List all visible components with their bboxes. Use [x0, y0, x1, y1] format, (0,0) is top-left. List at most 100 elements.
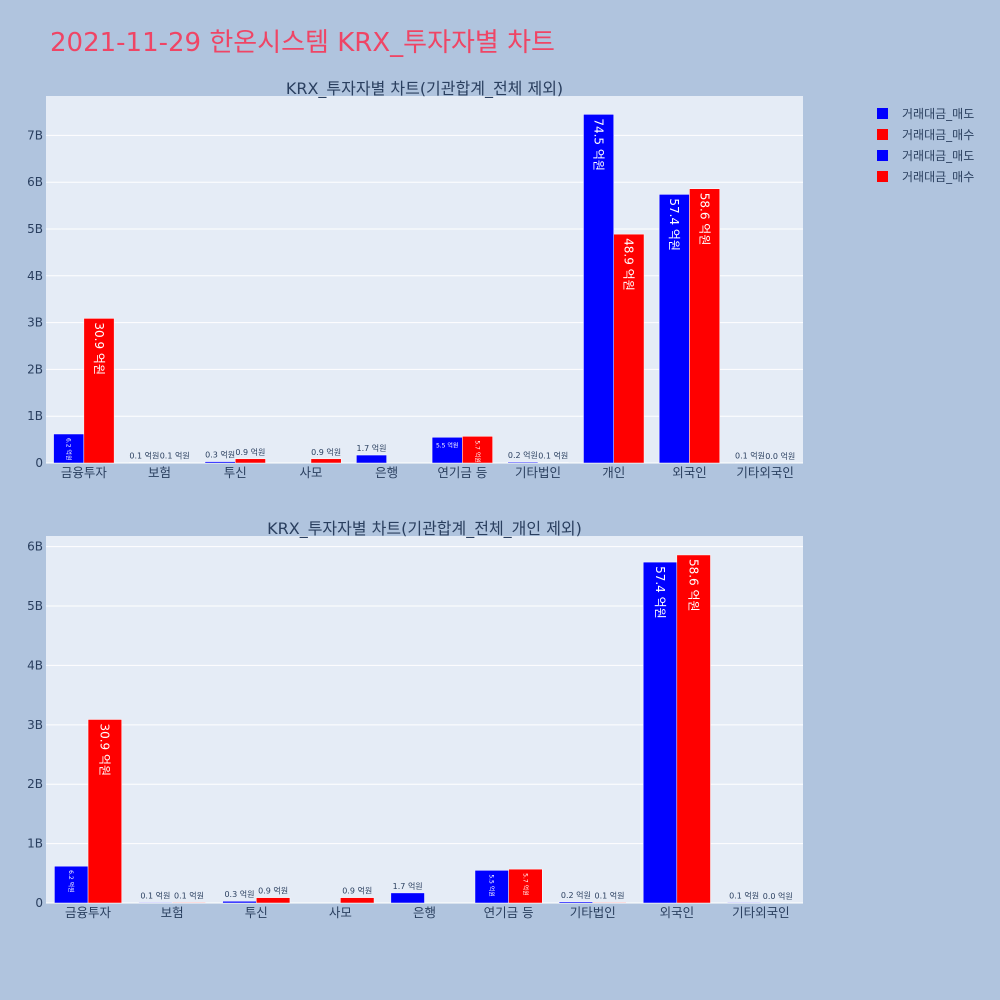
legend-item[interactable]: 거래대금_매도 [877, 149, 974, 163]
data-label: 1.7 억원 [393, 881, 423, 891]
y-tick-label: 3B [27, 316, 43, 330]
bar[interactable] [462, 436, 493, 464]
x-tick-label: 기타외국인 [732, 905, 790, 920]
x-tick-label: 투신 [224, 465, 247, 480]
y-tick-label: 1B [27, 837, 43, 851]
legend-item[interactable]: 거래대금_매수 [877, 170, 974, 184]
x-tick-label: 연기금 등 [437, 465, 487, 480]
bar[interactable] [390, 892, 425, 904]
x-tick-label: 보험 [148, 465, 171, 480]
data-label: 1.7 억원 [357, 443, 387, 453]
data-label: 5.5 억원 [436, 441, 459, 449]
bar[interactable] [642, 561, 678, 904]
x-tick-label: 사모 [299, 465, 322, 480]
bar[interactable] [592, 902, 627, 904]
bar[interactable] [235, 458, 266, 464]
data-label: 0.0 억원 [763, 891, 793, 901]
bar[interactable] [87, 719, 122, 904]
data-label: 0.9 억원 [235, 447, 265, 457]
bar[interactable] [507, 461, 539, 464]
y-tick-label: 2B [27, 362, 43, 376]
x-tick-label: 기타외국인 [736, 465, 794, 480]
bar[interactable] [54, 865, 89, 904]
data-label: 0.1 억원 [729, 890, 759, 900]
x-tick-label: 은행 [375, 465, 398, 480]
data-label: 57.4 억원 [653, 566, 667, 619]
y-tick-label: 4B [27, 269, 43, 283]
data-label: 5.7 억원 [521, 873, 529, 896]
x-tick-label: 금융투자 [61, 465, 108, 480]
data-label: 0.1 억원 [140, 890, 170, 900]
legend-item[interactable]: 거래대금_매수 [877, 128, 974, 142]
legend-item[interactable]: 거래대금_매도 [877, 107, 974, 121]
bar[interactable] [676, 554, 711, 904]
bar[interactable] [474, 870, 509, 904]
x-tick-label: 기타법인 [570, 905, 616, 920]
bar[interactable] [727, 902, 762, 904]
bar[interactable] [256, 897, 291, 904]
bar[interactable] [204, 461, 236, 464]
legend-label: 거래대금_매도 [902, 107, 974, 121]
legend-swatch [877, 171, 888, 182]
data-label: 0.1 억원 [735, 451, 765, 461]
data-label: 0.2 억원 [561, 890, 591, 900]
x-tick-label: 외국인 [660, 905, 695, 920]
bar[interactable] [658, 194, 690, 464]
legend-swatch [877, 150, 888, 161]
data-label: 58.6 억원 [686, 559, 700, 612]
data-label: 0.1 억원 [595, 890, 625, 900]
bar[interactable] [613, 233, 645, 464]
legend-label: 거래대금_매도 [902, 149, 974, 163]
data-label: 0.9 억원 [258, 886, 288, 896]
bar[interactable] [431, 437, 463, 464]
y-tick-label: 6B [27, 175, 43, 189]
x-tick-label: 연기금 등 [484, 905, 534, 920]
data-label: 30.9 억원 [98, 723, 112, 776]
page-title: 2021-11-29 한온시스템 KRX_투자자별 차트 [50, 28, 555, 58]
data-label: 0.3 억원 [205, 450, 235, 460]
chart-title: KRX_투자자별 차트(기관합계_전체_개인 제외) [267, 519, 582, 539]
bar[interactable] [222, 900, 257, 904]
legend-swatch [877, 129, 888, 140]
data-label: 48.9 억원 [622, 238, 636, 291]
x-tick-label: 사모 [329, 905, 352, 920]
y-tick-label: 3B [27, 718, 43, 732]
data-label: 0.9 억원 [342, 886, 372, 896]
bar[interactable] [340, 897, 375, 904]
y-tick-label: 5B [27, 599, 43, 613]
data-label: 0.1 억원 [538, 451, 568, 461]
bar[interactable] [171, 902, 207, 904]
x-tick-label: 외국인 [672, 465, 707, 480]
data-label: 0.1 억원 [129, 451, 159, 461]
y-tick-label: 2B [27, 777, 43, 791]
bar[interactable] [356, 454, 387, 464]
data-label: 6.2 억원 [67, 870, 75, 893]
y-tick-label: 0 [35, 896, 43, 910]
x-tick-label: 기타법인 [515, 465, 561, 480]
bar[interactable] [558, 901, 593, 904]
bar[interactable] [138, 902, 173, 904]
y-tick-label: 7B [27, 128, 43, 142]
data-label: 57.4 억원 [667, 198, 681, 251]
legend-label: 거래대금_매수 [902, 170, 974, 184]
y-tick-label: 5B [27, 222, 43, 236]
data-label: 0.9 억원 [311, 447, 341, 457]
x-tick-label: 보험 [161, 905, 184, 920]
y-tick-label: 0 [35, 456, 43, 470]
data-label: 5.7 억원 [473, 440, 481, 463]
y-tick-label: 1B [27, 409, 43, 423]
bar[interactable] [508, 868, 543, 904]
x-tick-label: 금융투자 [65, 905, 112, 920]
y-tick-label: 6B [27, 540, 43, 554]
bar[interactable] [689, 188, 720, 464]
chart-title: KRX_투자자별 차트(기관합계_전체 제외) [286, 79, 563, 99]
legend-swatch [877, 108, 888, 119]
legend-label: 거래대금_매수 [902, 128, 974, 142]
bar[interactable] [83, 318, 115, 464]
bar[interactable] [310, 458, 342, 464]
x-tick-label: 투신 [245, 905, 268, 920]
data-label: 0.0 억원 [765, 451, 795, 461]
data-label: 0.2 억원 [508, 450, 538, 460]
